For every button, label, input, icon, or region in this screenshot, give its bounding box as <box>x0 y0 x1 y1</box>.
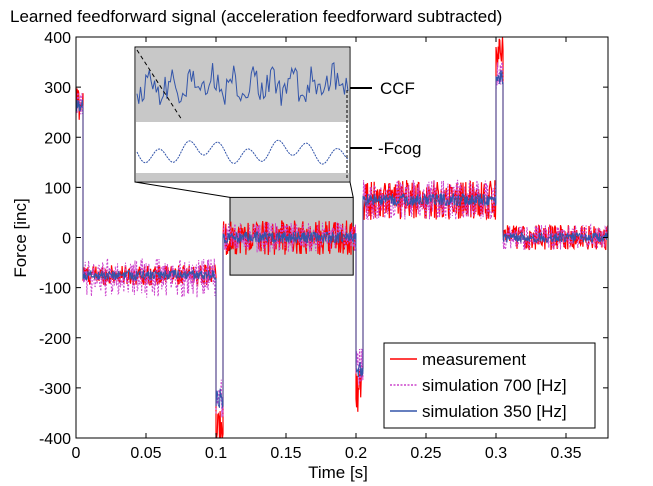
x-tick-label: 0.15 <box>270 445 301 462</box>
inset-fcog-trace <box>136 139 349 165</box>
inset: CCF -Fcog <box>134 46 421 198</box>
connector-line-left <box>134 181 231 198</box>
x-tick-label: 0.25 <box>410 445 441 462</box>
legend-label: simulation 350 [Hz] <box>422 402 567 421</box>
x-tick-label: 0.3 <box>485 445 507 462</box>
axes: 0 0.05 0.1 0.15 0.2 0.25 0.3 0.354003002001000-… <box>39 30 609 462</box>
legend-box <box>383 342 596 429</box>
connector-line-right <box>349 181 354 198</box>
x-axis-label: Time [s] <box>308 463 368 482</box>
y-tick-label: -300 <box>39 381 71 398</box>
y-tick-label: 0 <box>62 231 71 248</box>
inset-ccf-trace <box>136 62 349 106</box>
x-tick-label: 0.35 <box>550 445 581 462</box>
y-tick-label: -400 <box>39 431 71 448</box>
series-line-3 <box>75 70 609 409</box>
inset-label-ccf: CCF <box>380 79 415 98</box>
y-tick-label: 200 <box>44 130 71 147</box>
legend-label: simulation 700 [Hz] <box>422 376 567 395</box>
series-layer <box>75 36 609 439</box>
y-tick-label: -200 <box>39 331 71 348</box>
inset-top-panel <box>136 48 349 122</box>
x-tick-label: 0.1 <box>205 445 227 462</box>
inset-label-fcog: -Fcog <box>378 139 421 158</box>
y-tick-label: -100 <box>39 281 71 298</box>
y-tick-label: 300 <box>44 80 71 97</box>
y-axis-label: Force [inc] <box>11 198 30 277</box>
chart-title: Learned feedforward signal (acceleration… <box>10 7 502 26</box>
x-tick-label: 0 <box>72 445 81 462</box>
x-tick-label: 0.2 <box>345 445 367 462</box>
y-tick-label: 100 <box>44 180 71 197</box>
legend-label: measurement <box>422 350 526 369</box>
y-tick-label: 400 <box>44 30 71 47</box>
x-tick-label: 0.05 <box>130 445 161 462</box>
legend: measurement simulation 700 [Hz] simulation… <box>383 342 596 429</box>
inset-bottom-strip <box>136 173 349 181</box>
